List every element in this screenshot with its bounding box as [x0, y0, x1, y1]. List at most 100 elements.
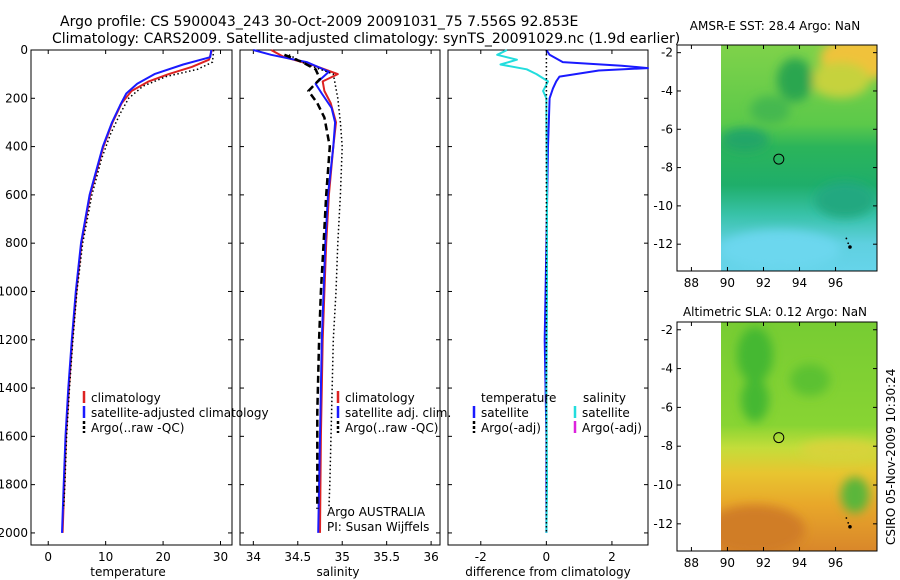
sst-cool-patch	[721, 128, 769, 152]
difference-panel: -2 0 2 difference from climatology tempera…	[447, 49, 649, 579]
y-tick-label: 800	[5, 236, 28, 250]
series-line-argo-raw-qc-	[62, 49, 215, 509]
legend-label-climatology: climatology	[91, 391, 161, 405]
series-line-satellite-adjusted-climatology	[61, 49, 213, 533]
salinity-ticks: 34 34.5 35 35.5 36	[240, 49, 440, 564]
temperature-panel: 0 10 20 30 0 200 400 600 800 1000 1200 1400 1600 1800…	[0, 43, 269, 579]
sst-cool-patch	[721, 230, 840, 270]
salinity-axes-frame	[239, 49, 441, 546]
x-tick-label: 35.5	[373, 550, 400, 564]
y-tick-label: 200	[5, 91, 28, 105]
sst-field	[721, 45, 877, 271]
x-tick-label: 35	[335, 550, 350, 564]
legend-label-climatology: climatology	[345, 391, 415, 405]
series-line-climatology	[61, 49, 213, 533]
sst-map-border	[676, 44, 878, 272]
sla-low-patch	[841, 477, 869, 513]
sla-high-patch	[721, 505, 805, 551]
map-x-tick-label: 96	[828, 276, 843, 290]
map-y-tick-label: -10	[653, 478, 673, 492]
x-tick-label: 34.5	[284, 550, 311, 564]
profile-location-marker	[773, 432, 785, 444]
map-x-tick-label: 88	[684, 556, 699, 570]
x-tick-label: 34	[246, 550, 261, 564]
x-tick-label: 20	[155, 550, 170, 564]
salinity-legend: climatology satellite adj. clim. Argo(..…	[336, 391, 451, 435]
x-tick-label: 30	[213, 550, 228, 564]
figure-title-line2: Climatology: CARS2009. Satellite-adjuste…	[52, 31, 680, 47]
temperature-xlabel: temperature	[90, 565, 165, 579]
temperature-axes-frame	[30, 49, 233, 546]
y-tick-label: 1600	[0, 429, 28, 443]
legend-header-temperature: temperature	[481, 391, 556, 405]
track-point	[847, 521, 850, 524]
salinity-panel: 34 34.5 35 35.5 36 salinity climatology sate…	[239, 49, 451, 579]
y-tick-label: 1200	[0, 333, 28, 347]
sla-map-marks	[773, 432, 852, 529]
salinity-annotation-line1: Argo AUSTRALIA	[327, 505, 426, 519]
x-tick-label: 0	[543, 550, 551, 564]
track-point	[845, 517, 848, 519]
map-y-tick-label: -6	[661, 122, 673, 136]
difference-axes-frame	[447, 49, 649, 546]
map-x-tick-label: 88	[684, 276, 699, 290]
map-y-tick-label: -12	[653, 237, 673, 251]
x-tick-label: 2	[608, 550, 616, 564]
x-tick-label: 10	[98, 550, 113, 564]
sla-map-panel: Altimetric SLA: 0.12 Argo: NaN 88 90 92 94 9…	[653, 305, 878, 570]
legend-header-salinity: salinity	[583, 391, 626, 405]
difference-legend: temperature salinity satellite Argo(-adj…	[472, 391, 642, 435]
sst-warm-patch	[810, 62, 870, 98]
legend-label-satellite-adj: satellite adj. clim.	[345, 406, 451, 420]
series-line-temperature-satellite	[543, 49, 649, 533]
map-x-tick-label: 92	[756, 276, 771, 290]
x-tick-label: 0	[44, 550, 52, 564]
y-tick-label: 400	[5, 140, 28, 154]
temperature-ticks: 0 10 20 30 0 200 400 600 800 1000 1200 1400 1600 1800…	[0, 43, 232, 564]
legend-label-sal-argo: Argo(-adj)	[582, 421, 642, 435]
legend-label-satellite-adjusted: satellite-adjusted climatology	[91, 406, 269, 420]
map-y-tick-label: -8	[661, 439, 673, 453]
timestamp-note: CSIRO 05-Nov-2009 10:30:24	[884, 369, 898, 545]
sst-cool-patch	[750, 96, 790, 124]
profile-location-marker	[773, 153, 785, 165]
temperature-series	[61, 49, 215, 533]
map-y-tick-label: -6	[661, 400, 673, 414]
sla-field-features	[721, 327, 877, 551]
figure-title-line1: Argo profile: CS 5900043_243 30-Oct-2009…	[60, 14, 578, 30]
y-tick-label: 600	[5, 188, 28, 202]
legend-label-temp-argo: Argo(-adj)	[481, 421, 541, 435]
map-x-tick-label: 94	[792, 556, 807, 570]
map-y-tick-label: -4	[661, 84, 673, 98]
sla-map-title: Altimetric SLA: 0.12 Argo: NaN	[683, 305, 867, 319]
salinity-series	[253, 49, 343, 533]
sla-low-patch	[741, 378, 769, 422]
map-y-tick-label: -2	[661, 323, 673, 337]
series-line-argo-raw-qc-	[283, 53, 332, 509]
salinity-xlabel: salinity	[316, 565, 359, 579]
map-y-tick-label: -8	[661, 161, 673, 175]
track-point	[848, 524, 852, 529]
legend-label-temp-satellite: satellite	[481, 406, 529, 420]
y-tick-label: 1800	[0, 478, 28, 492]
sst-cool-patch	[815, 182, 875, 218]
difference-series	[496, 49, 649, 533]
sla-high-patch	[800, 440, 877, 460]
map-y-tick-label: -12	[653, 517, 673, 531]
sst-map-marks	[773, 153, 852, 249]
x-tick-label: -2	[475, 550, 487, 564]
difference-xlabel: difference from climatology	[465, 565, 631, 579]
sla-low-patch	[790, 364, 830, 396]
x-tick-label: 36	[423, 550, 438, 564]
series-line-satellite-adj-clim-	[253, 49, 337, 533]
salinity-annotation-line2: PI: Susan Wijffels	[327, 520, 429, 534]
sst-cool-patch	[777, 58, 813, 102]
sla-map-border	[676, 321, 878, 552]
sst-map-ticks: 88 90 92 94 96 -2 -4 -6 -8 -10 -12	[653, 45, 877, 290]
legend-label-sal-satellite: satellite	[582, 406, 630, 420]
sst-map-panel: AMSR-E SST: 28.4 Argo: NaN 88 90 92 94 96 -2 -…	[653, 19, 878, 290]
map-y-tick-label: -10	[653, 199, 673, 213]
legend-label-argo: Argo(..raw -QC)	[91, 421, 184, 435]
map-y-tick-label: -2	[661, 46, 673, 60]
